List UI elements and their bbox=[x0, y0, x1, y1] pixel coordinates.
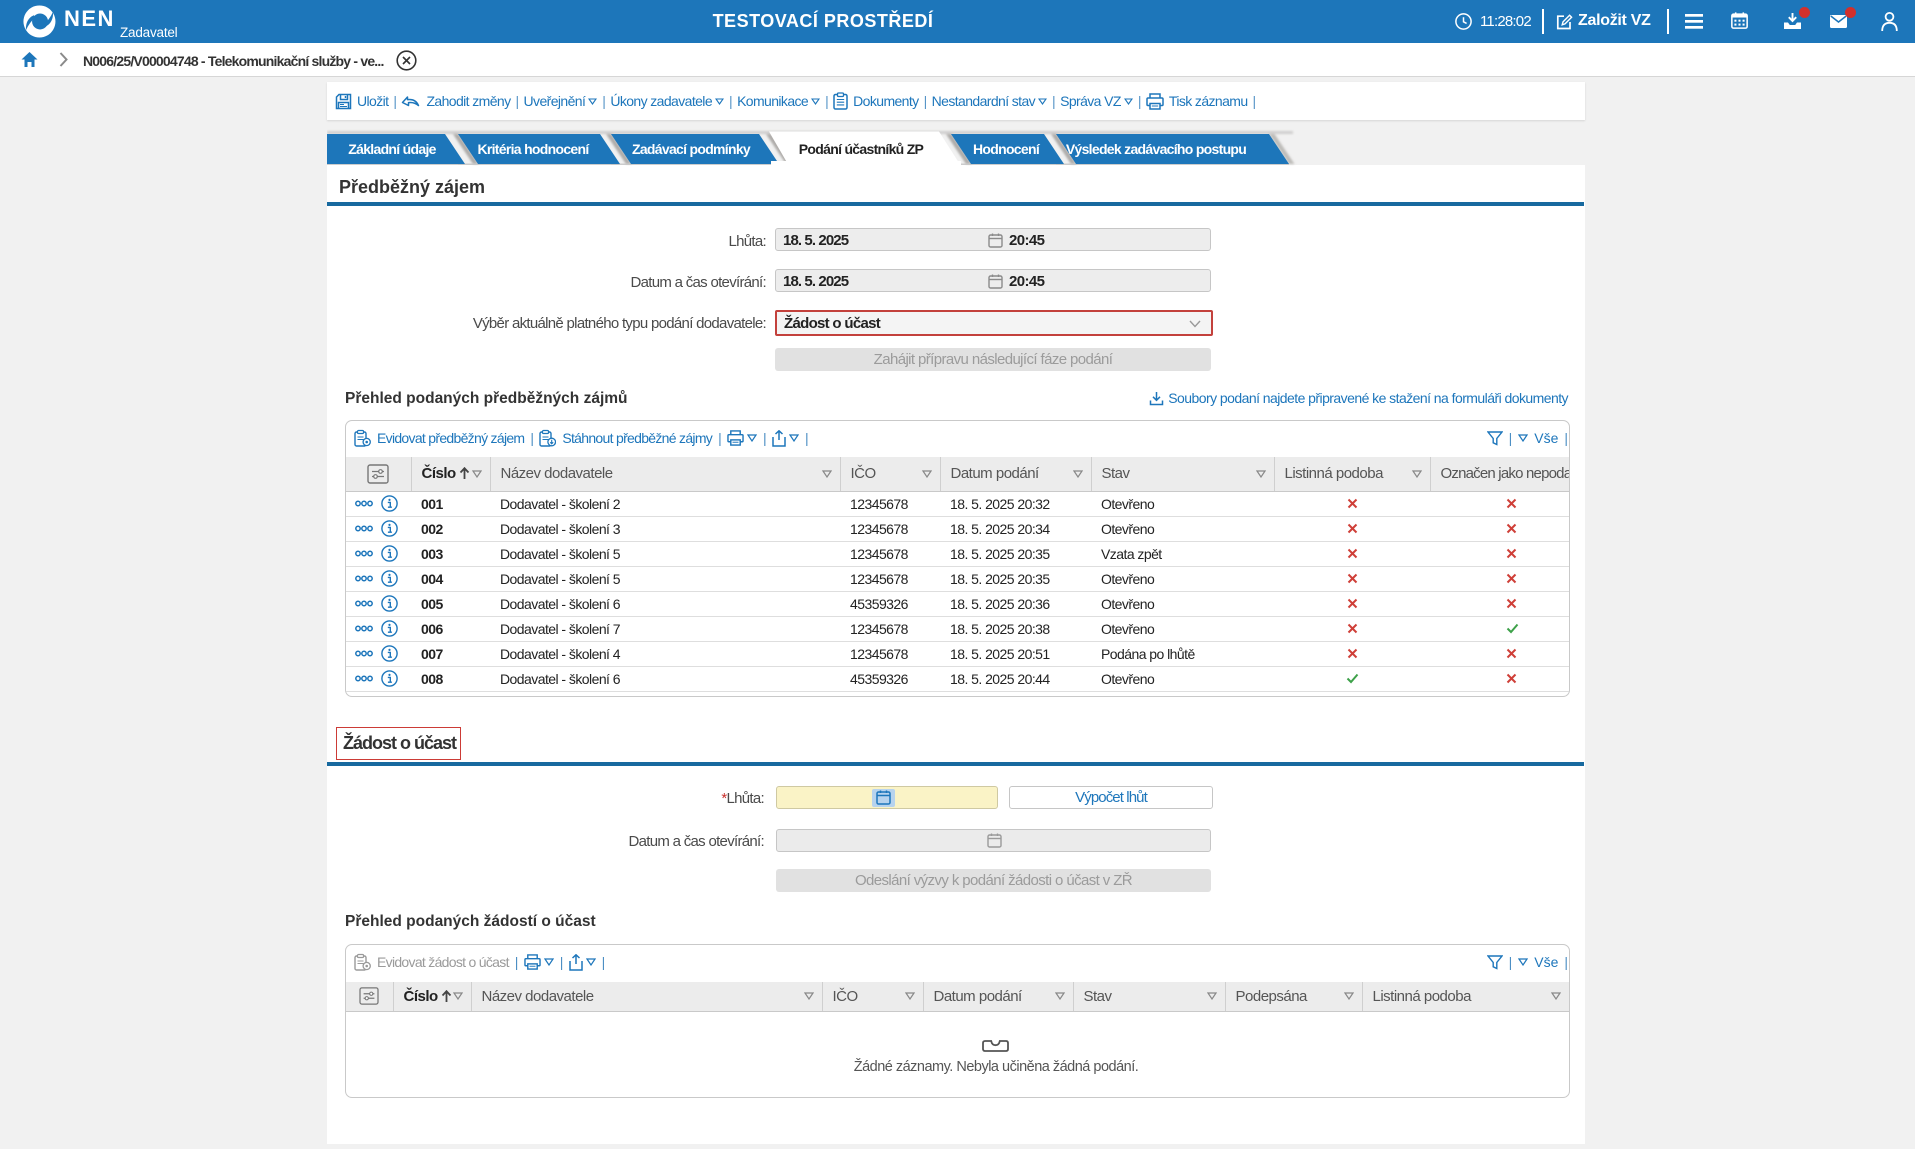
svg-text:Základní údaje: Základní údaje bbox=[348, 141, 436, 157]
svg-text:Výsledek zadávacího postupu: Výsledek zadávacího postupu bbox=[1066, 141, 1246, 157]
svg-text:Hodnocení: Hodnocení bbox=[973, 141, 1041, 157]
svg-text:Zadávací podmínky: Zadávací podmínky bbox=[632, 141, 751, 157]
svg-text:Kritéria hodnocení: Kritéria hodnocení bbox=[477, 141, 590, 157]
svg-text:Podání účastníků ZP: Podání účastníků ZP bbox=[799, 141, 924, 157]
